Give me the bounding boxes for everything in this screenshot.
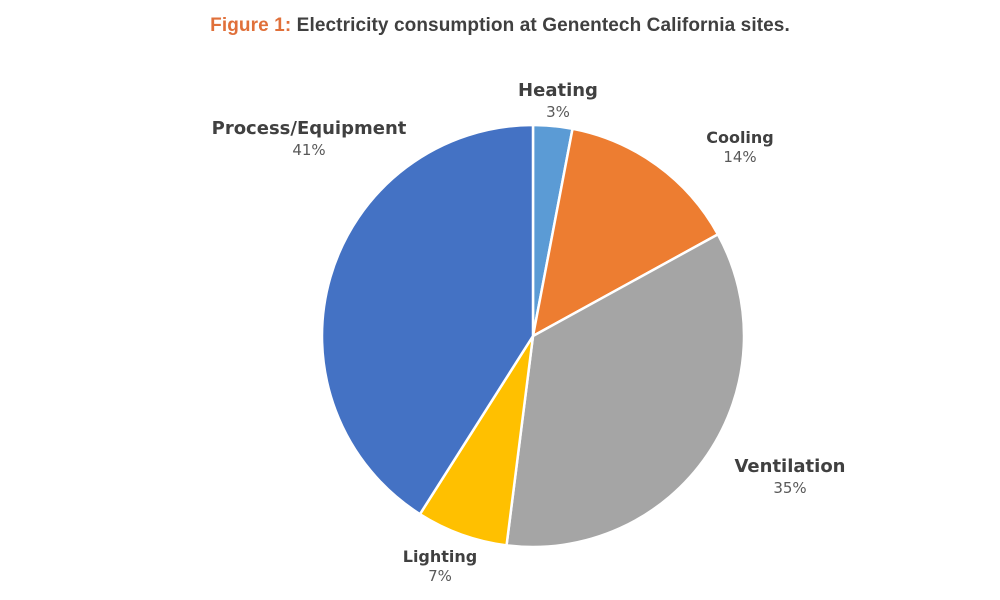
data-label-process-equipment: Process/Equipment 41% [159, 118, 459, 159]
data-label-lighting: Lighting 7% [290, 547, 590, 586]
data-label-value: 41% [292, 140, 326, 159]
figure-title-prefix: Figure 1: [210, 15, 292, 36]
figure-title: Figure 1: Electricity consumption at Gen… [0, 15, 1000, 37]
pie-slice-ventilation [505, 233, 746, 549]
data-label-name: Cooling [706, 128, 774, 147]
pie-slice-cooling [531, 127, 720, 338]
data-label-name: Process/Equipment [211, 118, 407, 139]
data-label-heating: Heating 3% [408, 80, 708, 121]
data-label-name: Ventilation [734, 456, 846, 477]
pie-slice-process-equipment [320, 123, 535, 516]
data-label-name: Heating [518, 80, 598, 101]
data-label-ventilation: Ventilation 35% [640, 456, 940, 497]
data-label-value: 35% [773, 478, 807, 497]
data-label-value: 14% [723, 148, 757, 166]
data-label-value: 7% [428, 567, 452, 585]
data-label-value: 3% [546, 102, 570, 121]
data-label-cooling: Cooling 14% [590, 128, 890, 167]
data-label-name: Lighting [402, 547, 478, 566]
pie-slices [320, 123, 746, 549]
figure-title-text: Electricity consumption at Genentech Cal… [296, 15, 790, 36]
